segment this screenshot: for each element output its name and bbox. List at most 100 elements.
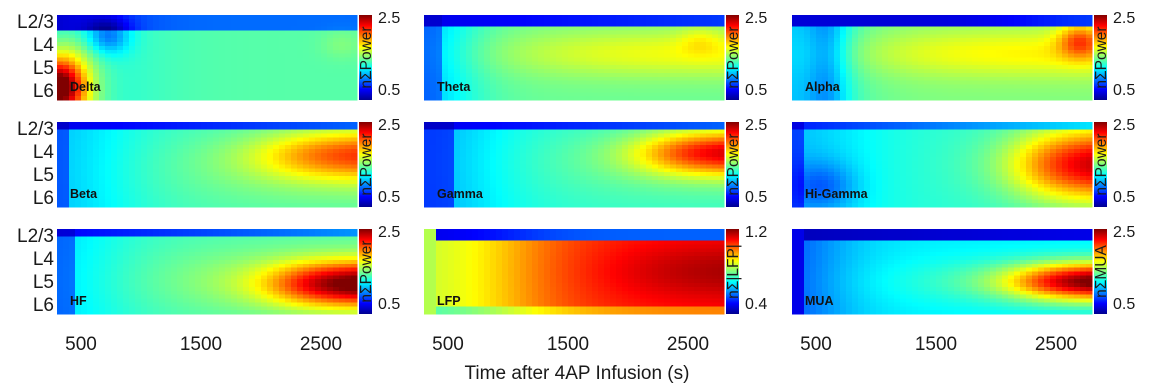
heatmap-cell bbox=[195, 49, 202, 55]
heatmap-cell bbox=[351, 160, 358, 166]
heatmap-cell bbox=[117, 96, 124, 101]
heatmap-cell bbox=[894, 30, 901, 35]
heatmap-cell bbox=[538, 45, 545, 51]
heatmap-cell bbox=[171, 34, 178, 39]
heatmap-cell bbox=[333, 88, 340, 93]
heatmap-cell bbox=[454, 137, 461, 142]
heatmap-cell bbox=[700, 53, 707, 59]
heatmap-cell bbox=[1086, 92, 1093, 97]
heatmap-cell bbox=[996, 53, 1003, 59]
heatmap-cell bbox=[544, 15, 551, 20]
heatmap-cell bbox=[159, 69, 166, 74]
heatmap-cell bbox=[478, 53, 485, 59]
heatmap-cell bbox=[147, 164, 154, 169]
heatmap-cell bbox=[490, 96, 497, 101]
heatmap-cell bbox=[556, 96, 563, 101]
heatmap-cell bbox=[117, 69, 124, 74]
heatmap-cell bbox=[279, 80, 286, 86]
heatmap-cell bbox=[123, 49, 130, 55]
heatmap-cell bbox=[918, 61, 925, 66]
heatmap-cell bbox=[339, 125, 346, 131]
heatmap-cell bbox=[135, 22, 142, 28]
heatmap-cell bbox=[171, 149, 178, 154]
heatmap-cell bbox=[105, 164, 112, 169]
heatmap-cell bbox=[147, 22, 154, 28]
heatmap-cell bbox=[285, 199, 292, 204]
heatmap-cell bbox=[303, 172, 310, 177]
heatmap-cell bbox=[213, 80, 220, 86]
heatmap-cell bbox=[472, 18, 479, 24]
heatmap-cell bbox=[1086, 30, 1093, 35]
heatmap-cell bbox=[237, 61, 244, 66]
heatmap-cell bbox=[610, 26, 617, 32]
heatmap-cell bbox=[87, 61, 94, 66]
heatmap-cell bbox=[640, 38, 647, 43]
heatmap-cell bbox=[676, 145, 683, 150]
heatmap-cell bbox=[327, 18, 334, 24]
heatmap-cell bbox=[634, 122, 641, 127]
heatmap-cell bbox=[834, 72, 841, 78]
heatmap-cell bbox=[285, 125, 292, 131]
heatmap-cell bbox=[93, 183, 100, 189]
heatmap-cell bbox=[171, 187, 178, 193]
heatmap-cell bbox=[1068, 38, 1075, 43]
heatmap-cell bbox=[942, 57, 949, 62]
colorbar-label-alpha: nΣPower bbox=[1093, 26, 1110, 88]
heatmap-cell bbox=[75, 183, 82, 189]
heatmap-cell bbox=[604, 45, 611, 51]
heatmap-cell bbox=[604, 26, 611, 32]
heatmap-cell bbox=[906, 65, 913, 70]
heatmap-cell bbox=[840, 15, 847, 20]
heatmap-cell bbox=[99, 129, 106, 135]
heatmap-cell bbox=[1080, 26, 1087, 32]
heatmap-cell bbox=[562, 152, 569, 158]
heatmap-cell bbox=[834, 49, 841, 55]
heatmap-cell bbox=[303, 164, 310, 169]
heatmap-cell bbox=[676, 61, 683, 66]
heatmap-cell bbox=[954, 53, 961, 59]
heatmap-cell bbox=[810, 80, 817, 86]
heatmap-cell bbox=[984, 80, 991, 86]
heatmap-cell bbox=[912, 26, 919, 32]
heatmap-cell bbox=[484, 122, 491, 127]
panel-label-alpha: Alpha bbox=[805, 80, 841, 94]
heatmap-cell bbox=[466, 122, 473, 127]
heatmap-cell bbox=[267, 92, 274, 97]
heatmap-cell bbox=[912, 84, 919, 90]
heatmap-cell bbox=[526, 129, 533, 135]
heatmap-cell bbox=[520, 18, 527, 24]
heatmap-cell bbox=[598, 53, 605, 59]
heatmap-cell bbox=[622, 133, 629, 139]
heatmap-cell bbox=[846, 34, 853, 39]
heatmap-cell bbox=[207, 149, 214, 154]
heatmap-cell bbox=[664, 133, 671, 139]
heatmap-cell bbox=[273, 122, 280, 127]
heatmap-cell bbox=[610, 141, 617, 146]
heatmap-cell bbox=[327, 76, 334, 82]
heatmap-cell bbox=[285, 172, 292, 177]
heatmap-cell bbox=[309, 49, 316, 55]
heatmap-cell bbox=[195, 96, 202, 101]
heatmap-cell bbox=[532, 125, 539, 131]
heatmap-cell bbox=[177, 15, 184, 20]
heatmap-cell bbox=[550, 96, 557, 101]
heatmap-cell bbox=[123, 199, 130, 204]
heatmap-cell bbox=[159, 160, 166, 166]
heatmap-cell bbox=[846, 26, 853, 32]
heatmap-cell bbox=[267, 30, 274, 35]
heatmap-cell bbox=[57, 61, 64, 66]
heatmap-cell bbox=[219, 129, 226, 135]
heatmap-cell bbox=[586, 34, 593, 39]
heatmap-cell bbox=[930, 49, 937, 55]
heatmap-cell bbox=[183, 145, 190, 150]
heatmap-cell bbox=[63, 164, 70, 169]
heatmap-cell bbox=[1062, 45, 1069, 51]
heatmap-cell bbox=[153, 18, 160, 24]
heatmap-cell bbox=[1026, 22, 1033, 28]
heatmap-cell bbox=[700, 88, 707, 93]
heatmap-cell bbox=[442, 76, 449, 82]
heatmap-cell bbox=[303, 191, 310, 197]
heatmap-cell bbox=[309, 18, 316, 24]
heatmap-cell bbox=[834, 76, 841, 82]
heatmap-cell bbox=[1002, 34, 1009, 39]
